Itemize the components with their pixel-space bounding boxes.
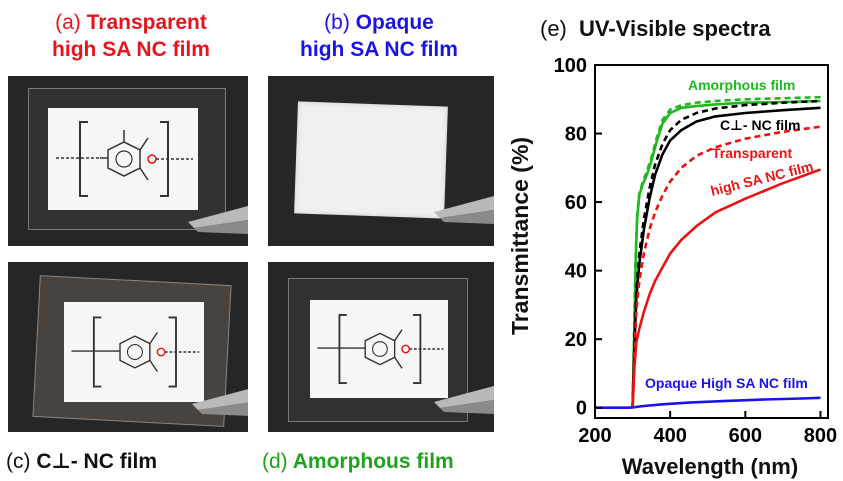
series-line-1 [631,95,821,408]
caption-a: (a) Transparent high SA NC film [2,9,260,63]
molecule-structure-icon [317,314,444,384]
x-tick-label: 800 [804,425,837,447]
caption-a-letter: (a) [55,11,81,34]
series-line-4 [631,125,821,408]
molecule-card [310,300,448,398]
x-axis-label: Wavelength (nm) [622,454,798,479]
chart-panel-letter: (e) [540,16,567,41]
molecule-card [64,302,204,402]
annotation-transparent: Transparent [712,145,792,161]
caption-c: (c) C⊥- NC film [6,448,246,475]
caption-c-letter: (c) [6,450,31,473]
annotation-amorphous: Amorphous film [688,77,795,93]
caption-a-line2: high SA NC film [52,38,210,61]
caption-a-line1: (a) Transparent [2,9,260,36]
x-tick-label: 600 [729,425,762,447]
tweezer-icon [434,386,494,414]
y-tick-label: 20 [565,329,587,351]
caption-b: (b) Opaque high SA NC film [262,9,496,63]
x-tick-label: 400 [653,425,686,447]
annotation-cperp: C⊥- NC film [720,117,800,133]
y-tick-label: 100 [554,55,587,77]
caption-b-line1: (b) Opaque [262,9,496,36]
photo-b-opaque-film [268,76,494,246]
y-tick-label: 40 [565,261,587,283]
caption-b-line2: high SA NC film [300,38,458,61]
photo-a-transparent-film [8,76,248,246]
caption-a-title: Transparent [86,11,207,34]
tweezer-icon [434,196,494,224]
photo-c-cperp-film [8,262,248,432]
y-tick-label: 60 [565,192,587,214]
plot-frame [594,64,829,419]
molecule-structure-icon [71,316,200,388]
molecule-card [48,108,198,210]
y-tick-label: 0 [576,398,587,420]
series-line-5 [631,168,821,408]
tweezer-icon [188,206,248,234]
caption-d-title: Amorphous film [292,450,454,473]
caption-d: (d) Amorphous film [262,448,496,475]
tweezer-icon [192,389,248,416]
caption-d-letter: (d) [262,450,288,473]
chart-title: UV-Visible spectra [579,16,771,41]
series-line-3 [631,99,821,408]
photo-d-amorphous-film [268,262,494,432]
annotation-opaque: Opaque High SA NC film [645,375,808,391]
y-axis-label: Transmittance (%) [507,137,533,335]
uv-vis-chart: (e) UV-Visible spectra Transmittance (%)… [507,16,837,479]
y-tick-label: 80 [565,124,587,146]
caption-b-letter: (b) [324,11,350,34]
caption-c-title: C⊥- NC film [36,450,158,473]
molecule-structure-icon [56,121,193,197]
caption-b-title: Opaque [355,11,434,34]
opaque-film-sheet [294,101,448,219]
x-tick-label: 200 [578,425,611,447]
series-line-6 [595,396,821,410]
